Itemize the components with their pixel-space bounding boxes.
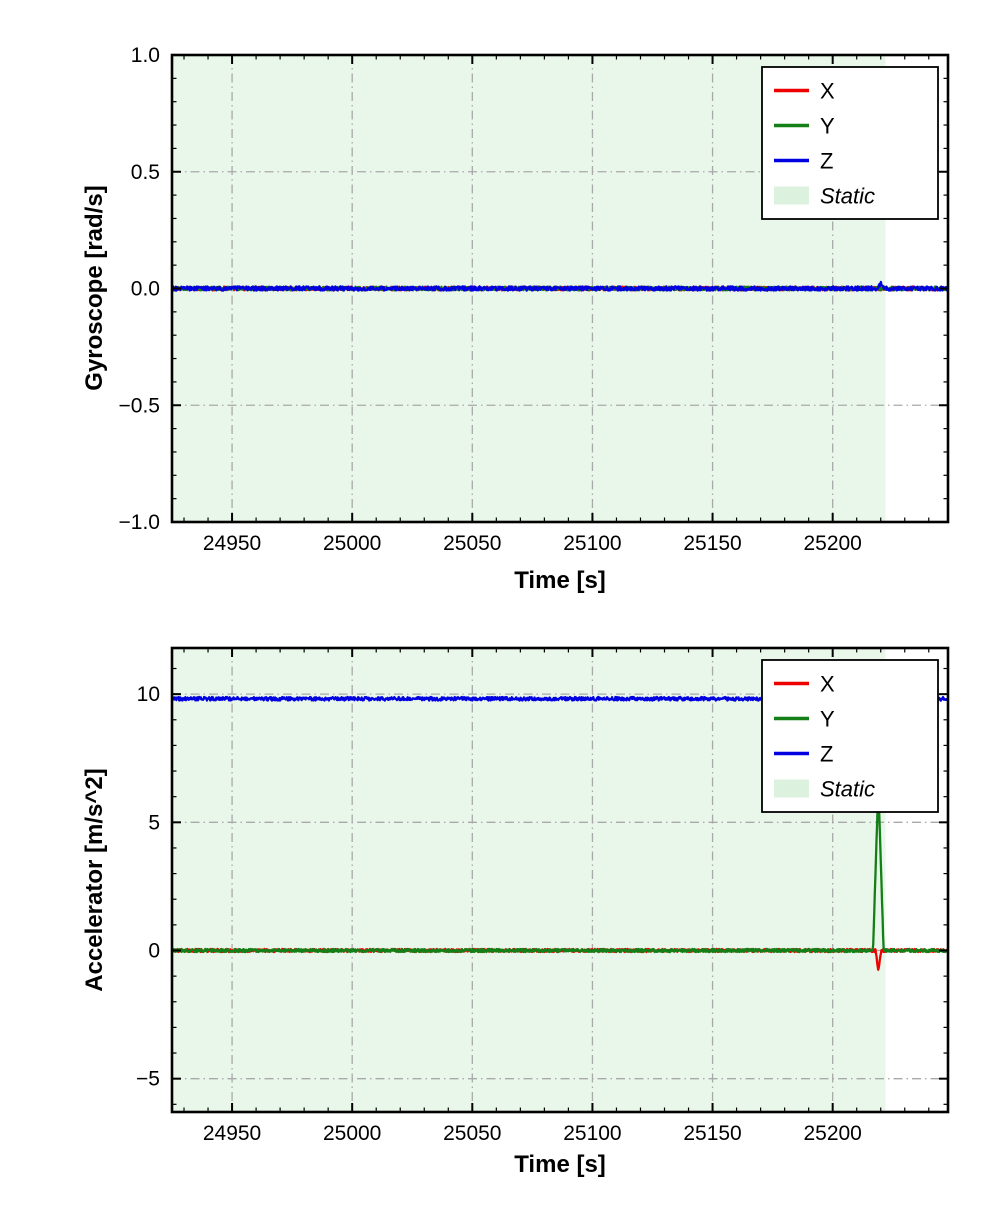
tick-labels: 24950 25000 25050 25100 25150 25200 1.0 0.5 0.0 −… <box>119 44 862 555</box>
legend-label-X: X <box>820 672 835 697</box>
legend-label-Z: Z <box>820 742 833 767</box>
svg-text:25000: 25000 <box>323 1122 381 1145</box>
legend-label-static: Static <box>820 184 875 209</box>
svg-text:25150: 25150 <box>683 1122 741 1145</box>
gyroscope-y-axis-label: Gyroscope [rad/s] <box>81 185 108 391</box>
legend-label-Y: Y <box>820 707 835 732</box>
ticks <box>172 648 948 1112</box>
svg-text:10: 10 <box>137 683 160 706</box>
svg-text:25100: 25100 <box>563 1122 621 1145</box>
legend-static-patch <box>774 186 809 205</box>
accelerator-y-axis-label: Accelerator [m/s^2] <box>81 768 108 992</box>
svg-text:25100: 25100 <box>563 532 621 555</box>
series-group <box>172 280 948 292</box>
svg-text:−0.5: −0.5 <box>119 394 160 417</box>
svg-text:24950: 24950 <box>203 532 261 555</box>
legend-label-static: Static <box>820 777 875 802</box>
svg-text:25050: 25050 <box>443 1122 501 1145</box>
legend-label-Z: Z <box>820 149 833 174</box>
svg-text:0.5: 0.5 <box>131 161 160 184</box>
series-Z <box>172 280 948 292</box>
legend-static-patch <box>774 779 809 798</box>
accelerator-x-axis-label: Time [s] <box>514 1151 606 1178</box>
svg-text:25150: 25150 <box>683 532 741 555</box>
legend: XYZ Static <box>761 66 939 220</box>
svg-text:−1.0: −1.0 <box>119 511 160 534</box>
gyroscope-x-axis-label: Time [s] <box>514 567 606 594</box>
svg-text:5: 5 <box>148 811 160 834</box>
svg-text:24950: 24950 <box>203 1122 261 1145</box>
svg-text:25200: 25200 <box>803 532 861 555</box>
svg-text:25050: 25050 <box>443 532 501 555</box>
legend: XYZ Static <box>761 659 939 813</box>
gyroscope-plot: 24950 25000 25050 25100 25150 25200 1.0 0.5 0.0 −… <box>119 44 950 555</box>
series-Y <box>172 788 948 954</box>
svg-text:25200: 25200 <box>803 1122 861 1145</box>
svg-text:0.0: 0.0 <box>131 278 160 301</box>
svg-text:1.0: 1.0 <box>131 44 160 67</box>
svg-text:25000: 25000 <box>323 532 381 555</box>
svg-text:0: 0 <box>148 939 160 962</box>
tick-labels: 24950 25000 25050 25100 25150 25200 10 5 0 −5 <box>136 683 862 1145</box>
svg-text:−5: −5 <box>136 1068 160 1091</box>
accelerator-plot: 24950 25000 25050 25100 25150 25200 10 5 0 −5 XYZS… <box>136 646 950 1145</box>
ticks <box>172 54 948 523</box>
legend-label-X: X <box>820 79 835 104</box>
legend-label-Y: Y <box>820 114 835 139</box>
plot-frame <box>170 646 950 1114</box>
